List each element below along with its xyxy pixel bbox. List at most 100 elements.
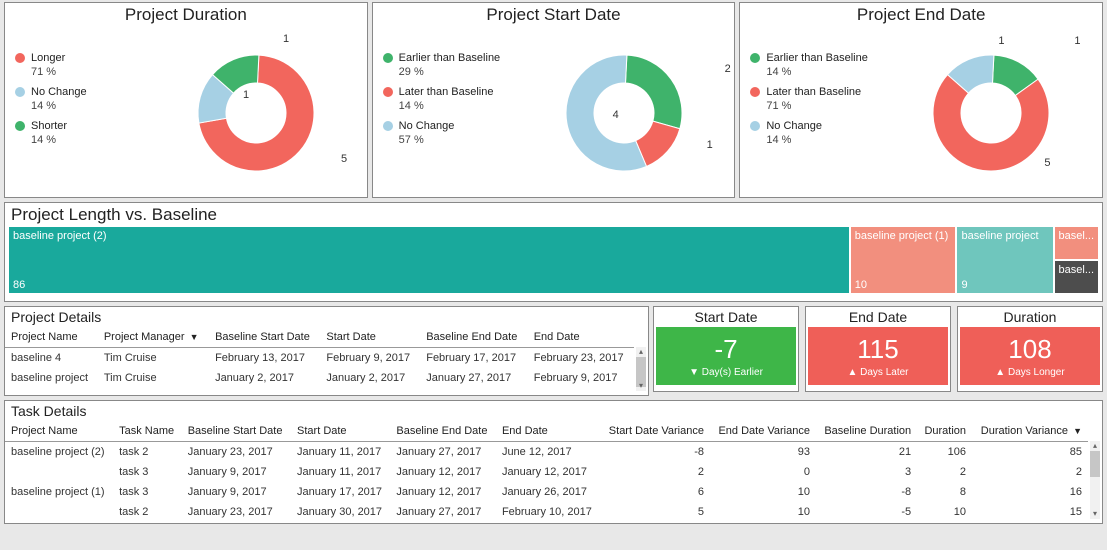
slice-value-label: 2: [725, 63, 731, 75]
treemap-cell-name: baseline project (2): [13, 230, 845, 242]
legend-swatch: [750, 53, 760, 63]
kpi-subtitle: ▲ Days Longer: [995, 367, 1064, 378]
legend-swatch: [750, 121, 760, 131]
table-cell: baseline project: [5, 368, 98, 388]
column-header[interactable]: Baseline End Date: [390, 421, 496, 442]
scroll-down-icon[interactable]: ▾: [636, 381, 646, 391]
legend-item[interactable]: No Change14 %: [15, 85, 145, 113]
task-details-table[interactable]: Project NameTask NameBaseline Start Date…: [5, 421, 1088, 521]
legend-swatch: [383, 121, 393, 131]
legend: Longer71 % No Change14 % Shorter14 %: [5, 29, 145, 197]
treemap-cell[interactable]: baseline project 9: [957, 227, 1052, 293]
table-cell: January 27, 2017: [420, 388, 528, 393]
project-details-title: Project Details: [5, 307, 634, 327]
column-header[interactable]: Duration: [917, 421, 972, 442]
legend-item[interactable]: No Change14 %: [750, 119, 880, 147]
legend-item[interactable]: Longer71 %: [15, 51, 145, 79]
table-cell: 3: [816, 462, 917, 482]
scrollbar[interactable]: ▴ ▾: [1090, 441, 1100, 519]
column-header[interactable]: End Date: [496, 421, 600, 442]
column-header[interactable]: Baseline Start Date: [209, 327, 320, 348]
treemap-cell[interactable]: baseline project (1)10: [851, 227, 956, 293]
donut-chart[interactable]: 151: [880, 29, 1102, 197]
table-cell: January 27, 2017: [390, 442, 496, 463]
scroll-thumb[interactable]: [1090, 451, 1100, 477]
table-cell: January 12, 2017: [390, 462, 496, 482]
legend-item[interactable]: Earlier than Baseline14 %: [750, 51, 880, 79]
legend-item[interactable]: Later than Baseline71 %: [750, 85, 880, 113]
treemap-cell-name: basel...: [1059, 264, 1094, 276]
project-details-table[interactable]: Project NameProject Manager ▼Baseline St…: [5, 327, 634, 393]
table-cell: 10: [917, 502, 972, 521]
scroll-down-icon[interactable]: ▾: [1090, 509, 1100, 519]
donut-title: Project End Date: [740, 3, 1102, 29]
table-row[interactable]: baseline 4Tim CruiseFebruary 13, 2017Feb…: [5, 348, 634, 369]
table-cell: [5, 388, 98, 393]
column-header[interactable]: Project Name: [5, 327, 98, 348]
table-row[interactable]: Anthony MansureJanuary 2, 2017January 2,…: [5, 388, 634, 393]
table-cell: January 2, 2017: [209, 388, 320, 393]
table-cell: task 2: [113, 502, 182, 521]
table-cell: June 12, 2017: [496, 442, 600, 463]
slice-value-label: 1: [243, 89, 249, 101]
table-row[interactable]: baseline project (1)task 3January 9, 201…: [5, 482, 1088, 502]
treemap-cell[interactable]: basel...: [1055, 227, 1098, 259]
column-header[interactable]: Project Name: [5, 421, 113, 442]
treemap-cell[interactable]: basel...: [1055, 261, 1098, 293]
table-cell: 2: [600, 462, 710, 482]
scroll-up-icon[interactable]: ▴: [1090, 441, 1100, 451]
treemap-cell-name: baseline project: [961, 230, 1048, 242]
table-row[interactable]: task 2January 23, 2017January 30, 2017Ja…: [5, 502, 1088, 521]
kpi-body: -7 ▼ Day(s) Earlier: [656, 327, 796, 385]
kpi-subtitle: ▲ Days Later: [847, 367, 908, 378]
legend-swatch: [750, 87, 760, 97]
column-header[interactable]: Baseline End Date: [420, 327, 528, 348]
column-header[interactable]: Baseline Start Date: [182, 421, 291, 442]
treemap-panel: Project Length vs. Baseline baseline pro…: [4, 202, 1103, 302]
column-header[interactable]: Start Date: [320, 327, 420, 348]
slice-value-label: 1: [707, 139, 713, 151]
table-cell: -8: [816, 482, 917, 502]
table-row[interactable]: task 3January 9, 2017January 11, 2017Jan…: [5, 462, 1088, 482]
legend-label: Earlier than Baseline14 %: [766, 51, 868, 79]
table-row[interactable]: baseline projectTim CruiseJanuary 2, 201…: [5, 368, 634, 388]
donut-panel: Project End Date Earlier than Baseline14…: [739, 2, 1103, 198]
table-cell: January 12, 2017: [390, 482, 496, 502]
scroll-up-icon[interactable]: ▴: [636, 347, 646, 357]
table-cell: 106: [917, 442, 972, 463]
column-header[interactable]: Start Date: [291, 421, 390, 442]
slice-value-label: 5: [341, 153, 347, 165]
column-header[interactable]: Project Manager ▼: [98, 327, 209, 348]
donut-chart[interactable]: 214: [513, 29, 735, 197]
legend: Earlier than Baseline14 % Later than Bas…: [740, 29, 880, 197]
table-cell: Anthony Mansure: [98, 388, 209, 393]
table-cell: 8: [917, 482, 972, 502]
table-row[interactable]: baseline project (2)task 2January 23, 20…: [5, 442, 1088, 463]
table-cell: 15: [972, 502, 1088, 521]
column-header[interactable]: Start Date Variance: [600, 421, 710, 442]
legend-item[interactable]: Later than Baseline14 %: [383, 85, 513, 113]
task-details-title: Task Details: [5, 401, 1088, 421]
table-cell: [5, 502, 113, 521]
column-header[interactable]: End Date Variance: [710, 421, 816, 442]
column-header[interactable]: End Date: [528, 327, 634, 348]
column-header[interactable]: Baseline Duration: [816, 421, 917, 442]
column-header[interactable]: Duration Variance ▼: [972, 421, 1088, 442]
legend-item[interactable]: No Change57 %: [383, 119, 513, 147]
table-cell: 0: [710, 462, 816, 482]
table-cell: 2: [917, 462, 972, 482]
legend-item[interactable]: Shorter14 %: [15, 119, 145, 147]
legend-label: Longer71 %: [31, 51, 65, 79]
kpi-title: End Date: [808, 309, 948, 325]
column-header[interactable]: Task Name: [113, 421, 182, 442]
treemap-cell[interactable]: baseline project (2)86: [9, 227, 849, 293]
donut-title: Project Duration: [5, 3, 367, 29]
donut-chart[interactable]: 115: [145, 29, 367, 197]
table-cell: baseline project (2): [5, 442, 113, 463]
legend-item[interactable]: Earlier than Baseline29 %: [383, 51, 513, 79]
scrollbar[interactable]: ▴ ▾: [636, 347, 646, 391]
table-cell: February 13, 2017: [209, 348, 320, 369]
table-cell: February 17, 2017: [420, 348, 528, 369]
kpi-body: 115 ▲ Days Later: [808, 327, 948, 385]
treemap-cell-value: 9: [961, 279, 967, 291]
